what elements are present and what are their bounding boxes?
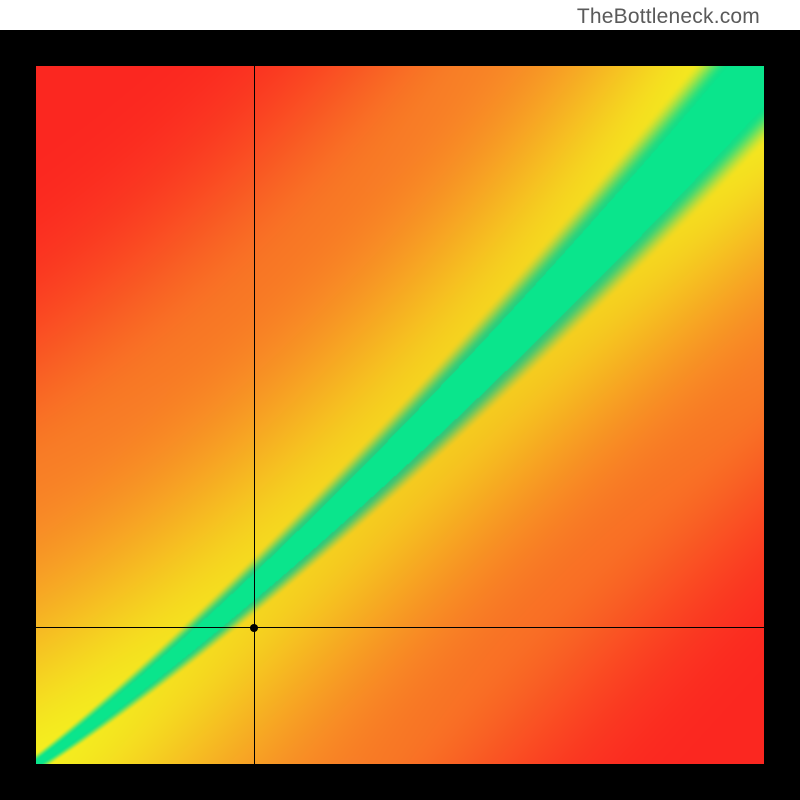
- frame-border: [0, 764, 800, 800]
- crosshair-horizontal: [36, 627, 764, 628]
- heatmap-plot: [36, 66, 764, 764]
- frame-border: [764, 30, 800, 800]
- crosshair-vertical: [254, 66, 255, 764]
- frame-border: [0, 30, 36, 800]
- watermark-label: TheBottleneck.com: [577, 5, 760, 29]
- heatmap-canvas: [36, 66, 764, 764]
- frame-border: [0, 30, 800, 66]
- chart-container: TheBottleneck.com: [0, 0, 800, 800]
